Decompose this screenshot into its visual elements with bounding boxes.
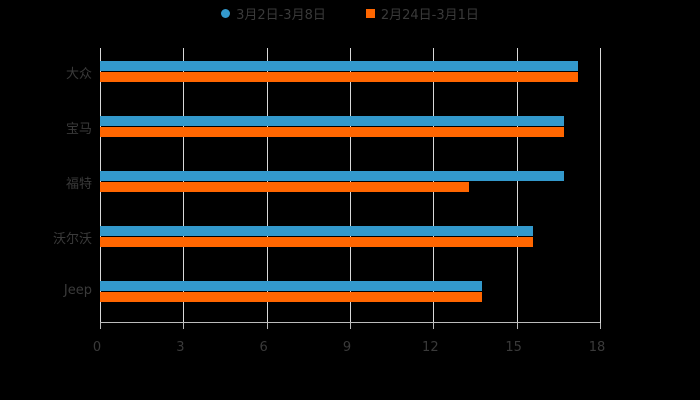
x-tick-label: 18 <box>588 340 606 355</box>
y-category-label: 宝马 <box>65 121 92 137</box>
x-tick-label: 6 <box>259 340 268 355</box>
chart-legend: 3月2日-3月8日 2月24日-3月1日 <box>0 4 700 23</box>
x-tick-label: 0 <box>92 340 102 355</box>
x-tick-label: 3 <box>176 340 185 355</box>
x-tick <box>433 323 435 329</box>
gridline <box>600 48 601 323</box>
x-axis-line <box>100 322 600 323</box>
bar-orange[interactable] <box>100 71 578 82</box>
square-marker-icon <box>365 9 375 18</box>
x-tick <box>183 323 185 329</box>
bar-blue[interactable] <box>100 60 578 71</box>
bar-orange[interactable] <box>100 291 482 302</box>
bar-blue[interactable] <box>100 170 564 181</box>
y-category-label: 沃尔沃 <box>52 231 92 247</box>
legend-item-series-1[interactable]: 2月24日-3月1日 <box>365 4 479 23</box>
legend-label: 3月2日-3月8日 <box>236 8 326 23</box>
bar-orange[interactable] <box>100 181 470 192</box>
x-tick <box>350 323 351 329</box>
bar-orange[interactable] <box>100 126 564 137</box>
y-category-label: Jeep <box>63 282 92 298</box>
x-tick <box>100 323 101 329</box>
bar-blue[interactable] <box>100 225 534 236</box>
x-tick-label: 9 <box>342 340 352 355</box>
x-tick <box>600 323 601 329</box>
legend-label: 2月24日-3月1日 <box>380 8 479 23</box>
gridline <box>516 48 518 323</box>
x-tick-label: 12 <box>422 340 439 355</box>
bar-orange[interactable] <box>100 236 534 247</box>
bar-blue[interactable] <box>100 115 564 126</box>
circle-marker-icon <box>221 9 231 18</box>
x-tick <box>266 323 268 329</box>
x-tick-label: 15 <box>505 340 522 355</box>
y-category-label: 福特 <box>65 176 92 192</box>
legend-item-series-0[interactable]: 3月2日-3月8日 <box>221 4 326 23</box>
y-category-label: 大众 <box>65 66 92 82</box>
plot-area <box>100 48 601 329</box>
x-tick <box>516 323 518 329</box>
bar-blue[interactable] <box>100 280 482 291</box>
